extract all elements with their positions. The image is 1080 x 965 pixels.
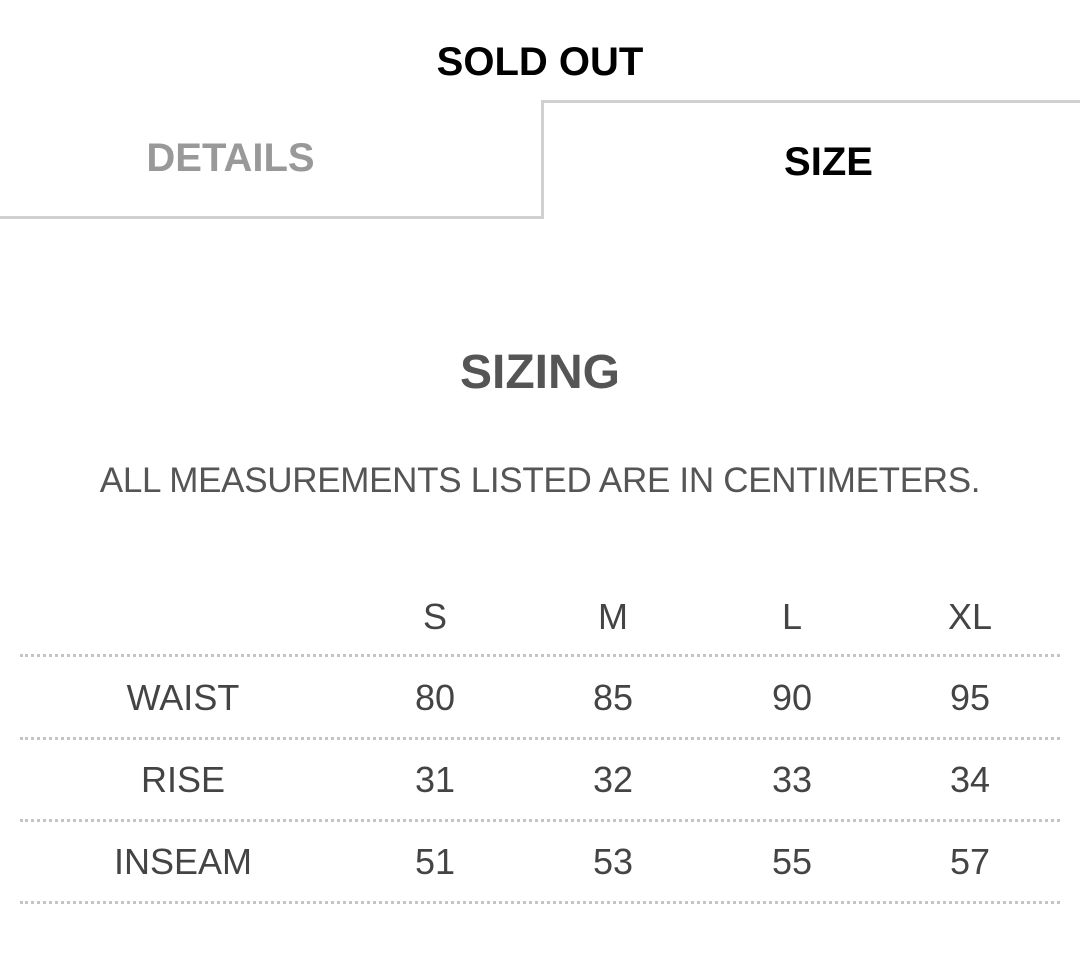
row-label: INSEAM bbox=[113, 841, 253, 882]
divider bbox=[20, 737, 1060, 740]
column-header: L bbox=[781, 596, 803, 637]
column-header: S bbox=[422, 596, 447, 637]
table-cell: 90 bbox=[771, 677, 813, 718]
row-label: RISE bbox=[140, 759, 226, 800]
tab-size-label: SIZE bbox=[784, 139, 873, 184]
column-header: XL bbox=[947, 596, 993, 637]
divider bbox=[20, 654, 1060, 657]
table-cell: 51 bbox=[414, 841, 456, 882]
table-row: RISE 31 32 33 34 bbox=[0, 750, 1080, 810]
table-cell: 34 bbox=[949, 759, 991, 800]
table-cell: 57 bbox=[949, 841, 991, 882]
table-header-row: S M L XL bbox=[0, 587, 1080, 647]
sold-out-status: SOLD OUT bbox=[436, 40, 644, 84]
table-cell: 80 bbox=[414, 677, 456, 718]
row-label: WAIST bbox=[126, 677, 240, 718]
tab-details[interactable]: DETAILS bbox=[0, 100, 544, 219]
table-cell: 95 bbox=[949, 677, 991, 718]
tab-details-label: DETAILS bbox=[146, 135, 315, 180]
table-cell: 33 bbox=[771, 759, 813, 800]
tab-size[interactable]: SIZE bbox=[543, 100, 1080, 221]
table-cell: 31 bbox=[414, 759, 456, 800]
table-cell: 32 bbox=[592, 759, 634, 800]
table-cell: 53 bbox=[592, 841, 634, 882]
table-cell: 55 bbox=[771, 841, 813, 882]
table-row: WAIST 80 85 90 95 bbox=[0, 668, 1080, 728]
table-row: INSEAM 51 53 55 57 bbox=[0, 832, 1080, 892]
divider bbox=[20, 901, 1060, 904]
divider bbox=[20, 819, 1060, 822]
section-title: SIZING bbox=[459, 346, 620, 399]
measurement-note: ALL MEASUREMENTS LISTED ARE IN CENTIMETE… bbox=[99, 461, 981, 500]
column-header: M bbox=[598, 596, 628, 637]
table-cell: 85 bbox=[592, 677, 634, 718]
